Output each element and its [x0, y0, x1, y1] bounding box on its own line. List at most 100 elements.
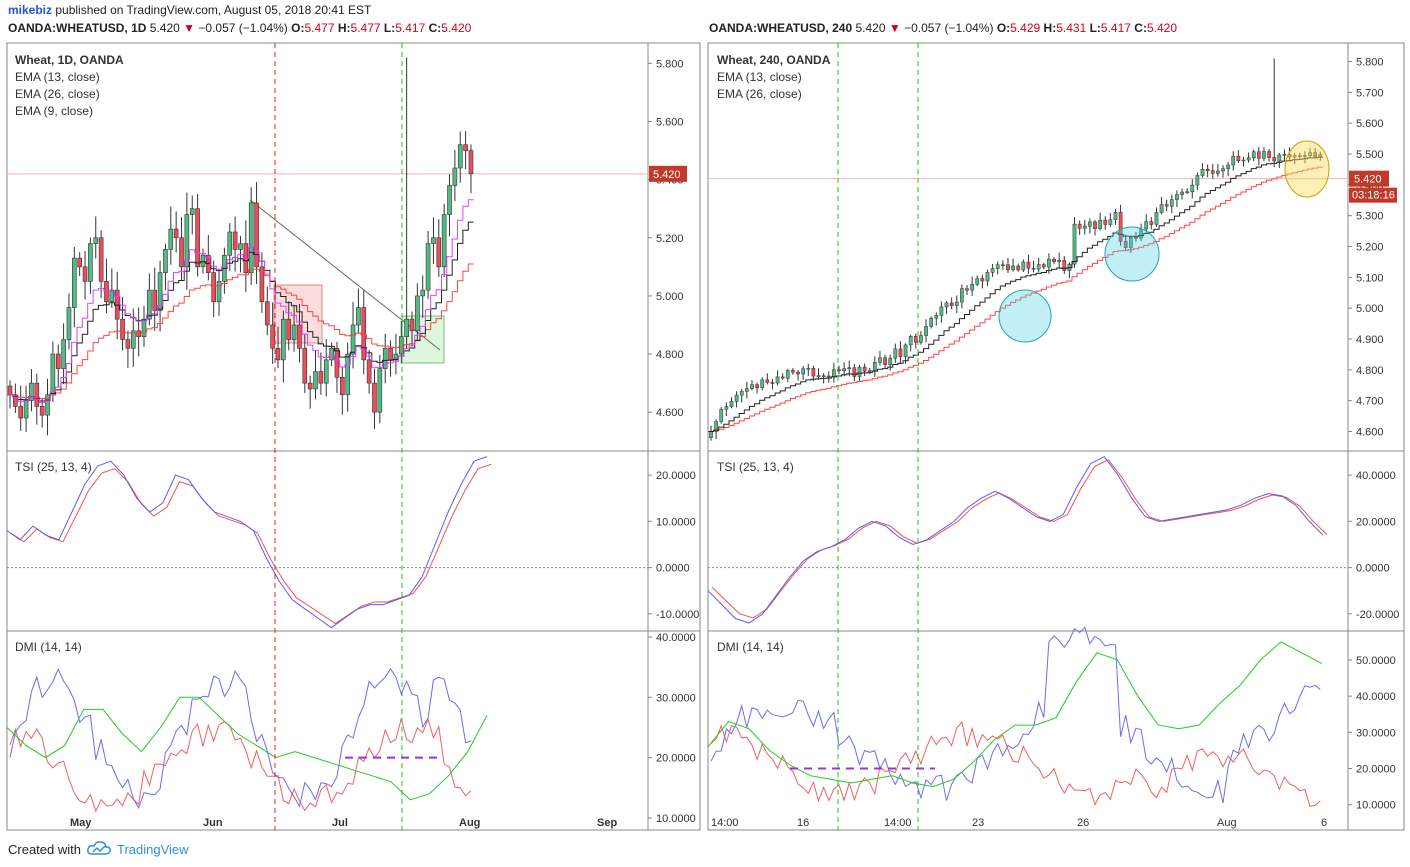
right-candle — [719, 409, 724, 422]
right-y-tick-label: 5.000 — [1356, 303, 1384, 315]
left-candle — [286, 318, 292, 340]
right-candle — [832, 369, 836, 377]
right-y-tick-label: 10.0000 — [1356, 800, 1396, 812]
right-candle — [724, 406, 729, 410]
left-candle — [361, 307, 367, 361]
right-candle — [924, 326, 928, 336]
right-tsi-legend[interactable]: TSI (25, 13, 4) — [717, 460, 794, 474]
ema9-legend[interactable]: EMA (9, close) — [15, 104, 94, 118]
right-di-minus-line — [710, 721, 1321, 807]
author-link[interactable]: mikebiz — [8, 3, 53, 17]
right-candle — [816, 375, 821, 377]
right-candle — [949, 302, 954, 306]
right-candle — [1041, 264, 1046, 268]
right-candle — [954, 301, 959, 306]
right-symbol-name[interactable]: OANDA:WHEATUSD, 240 — [709, 21, 853, 35]
left-candle — [377, 368, 383, 413]
left-candle — [189, 208, 195, 215]
publish-info: published on TradingView.com, August 05,… — [55, 3, 372, 17]
left-candle — [270, 324, 275, 349]
publish-header: mikebiz published on TradingView.com, Au… — [8, 3, 371, 19]
right-last-price-label: 5.420 — [1354, 174, 1382, 186]
left-candle — [163, 249, 168, 273]
right-price-legend: Wheat, 240, OANDA EMA (13, close) EMA (2… — [717, 52, 830, 103]
right-candle — [913, 336, 918, 343]
left-candle — [13, 394, 18, 407]
left-candle — [23, 400, 29, 419]
left-tsi-legend[interactable]: TSI (25, 13, 4) — [15, 460, 92, 474]
right-candle — [1180, 191, 1184, 195]
right-candle — [709, 431, 713, 438]
right-tsi-signal-line — [711, 459, 1328, 619]
right-candle — [939, 306, 944, 316]
ema13-legend[interactable]: EMA (13, close) — [717, 70, 802, 84]
left-dmi-legend[interactable]: DMI (14, 14) — [15, 640, 82, 654]
right-candle — [1082, 225, 1087, 229]
right-candle — [1077, 223, 1082, 229]
left-y-tick-label: 40.0000 — [656, 632, 696, 644]
right-candle — [1256, 151, 1261, 159]
left-ema26-line — [7, 263, 474, 399]
right-dmi-legend[interactable]: DMI (14, 14) — [717, 640, 784, 654]
right-candle — [1093, 221, 1097, 229]
left-y-tick-label: 4.600 — [656, 407, 684, 419]
right-candle — [975, 278, 980, 285]
right-candle — [1108, 219, 1113, 225]
left-candle — [39, 406, 45, 416]
left-symbol-name[interactable]: OANDA:WHEATUSD, 1D — [8, 21, 147, 35]
right-candle — [1021, 261, 1026, 271]
left-y-tick-label: 20.0000 — [656, 753, 696, 765]
left-low: 5.417 — [395, 21, 426, 35]
left-candle — [29, 382, 34, 401]
left-candle — [425, 243, 431, 291]
left-candle — [313, 371, 318, 390]
left-candle — [259, 266, 265, 303]
left-ema13-line — [7, 221, 474, 402]
right-y-tick-label: -20.0000 — [1356, 609, 1399, 621]
right-candle — [1236, 155, 1241, 161]
left-candle — [173, 228, 179, 239]
left-candle — [356, 307, 361, 326]
left-symbol-line: OANDA:WHEATUSD, 1D 5.420 ▼ −0.057 (−1.04… — [8, 21, 472, 35]
left-y-tick-label: -10.0000 — [656, 609, 699, 621]
right-candle — [1123, 241, 1128, 248]
right-candle — [1313, 152, 1318, 157]
left-candle — [452, 167, 458, 186]
left-candle — [136, 330, 141, 337]
right-candle — [734, 394, 739, 402]
right-candle — [1251, 151, 1256, 159]
left-candle — [216, 281, 222, 303]
right-candle — [980, 278, 985, 282]
right-high: 5.431 — [1056, 21, 1087, 35]
left-candle — [329, 347, 334, 361]
right-open: 5.429 — [1010, 21, 1041, 35]
right-candle — [739, 391, 744, 396]
right-candle — [1297, 155, 1302, 157]
right-last-price-badge — [1349, 170, 1389, 187]
right-candle — [1318, 154, 1323, 157]
right-y-tick-label: 4.900 — [1356, 334, 1384, 346]
tradingview-link[interactable]: TradingView — [116, 842, 189, 857]
left-candle — [66, 307, 72, 340]
right-candle — [862, 366, 867, 372]
ema13-legend[interactable]: EMA (13, close) — [15, 70, 100, 84]
left-candle — [340, 377, 345, 396]
right-y-tick-label: 20.0000 — [1356, 516, 1396, 528]
left-candle — [307, 382, 313, 390]
right-candle — [1134, 236, 1138, 239]
right-y-tick-label: 40.0000 — [1356, 691, 1396, 703]
left-di-minus-line — [9, 717, 472, 813]
right-candle — [872, 362, 877, 371]
ema26-legend[interactable]: EMA (26, close) — [717, 87, 802, 101]
right-y-tick-label: 50.0000 — [1356, 655, 1396, 667]
right-symbol-line: OANDA:WHEATUSD, 240 5.420 ▼ −0.057 (−1.0… — [709, 21, 1177, 35]
ema26-legend[interactable]: EMA (26, close) — [15, 87, 100, 101]
right-candle — [755, 384, 759, 389]
left-last-price: 5.420 — [149, 21, 180, 35]
right-candle — [1016, 265, 1021, 271]
right-cyan-circle-1 — [998, 289, 1052, 343]
left-y-tick-label: 5.800 — [656, 58, 684, 70]
left-candle — [441, 214, 447, 268]
right-candle — [1308, 152, 1312, 156]
